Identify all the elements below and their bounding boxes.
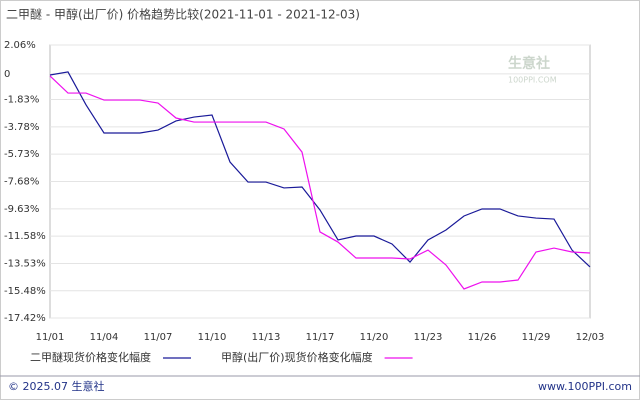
x-tick-label: 11/29 — [522, 332, 551, 343]
series-line — [49, 71, 591, 268]
x-tick-label: 11/10 — [198, 332, 227, 343]
y-tick-label: -17.42% — [4, 313, 46, 324]
x-tick-label: 11/20 — [360, 332, 389, 343]
y-tick-label: -7.68% — [4, 177, 39, 188]
x-tick-label: 11/07 — [144, 332, 173, 343]
x-tick-label: 11/23 — [414, 332, 443, 343]
y-tick-label: -13.53% — [4, 258, 46, 269]
y-tick-label: 0 — [4, 69, 10, 80]
series-line — [49, 75, 591, 290]
y-tick-label: -15.48% — [4, 286, 46, 297]
y-tick-label: -1.83% — [4, 95, 39, 106]
chart-title: 二甲醚 - 甲醇(出厂价) 价格趋势比较(2021-11-01 - 2021-1… — [6, 7, 360, 22]
footer-url: www.100PPI.com — [538, 380, 632, 393]
watermark-url: 100PPI.COM — [508, 76, 557, 85]
x-tick-label: 11/17 — [306, 332, 335, 343]
legend-label: 甲醇(出厂价)现货价格变化幅度 — [221, 350, 373, 364]
legend-label: 二甲醚现货价格变化幅度 — [30, 350, 151, 364]
x-tick-label: 11/13 — [252, 332, 281, 343]
x-tick-label: 12/03 — [576, 332, 605, 343]
y-tick-label: -3.78% — [4, 122, 39, 133]
y-tick-label: 2.06% — [4, 40, 36, 51]
x-tick-label: 11/26 — [468, 332, 497, 343]
y-tick-label: -11.58% — [4, 231, 46, 242]
footer-copyright: © 2025.07 生意社 — [8, 379, 104, 393]
y-tick-label: -5.73% — [4, 149, 39, 160]
watermark: 生意社 — [508, 55, 550, 72]
y-tick-label: -9.63% — [4, 204, 39, 215]
x-tick-label: 11/01 — [36, 332, 65, 343]
x-tick-label: 11/04 — [90, 332, 119, 343]
